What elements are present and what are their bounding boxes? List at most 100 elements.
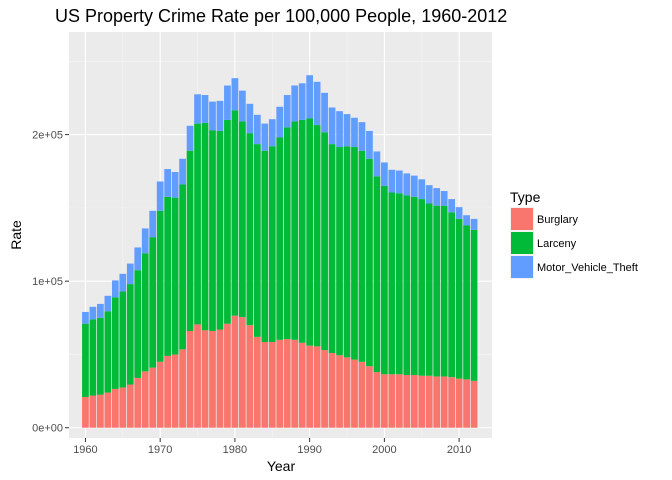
bar-larceny-1973	[179, 184, 186, 350]
bar-motor-vehicle-theft-1985	[268, 119, 276, 147]
bar-larceny-1985	[268, 146, 276, 342]
y-tick-label: 2e+05	[32, 130, 63, 142]
bar-larceny-1963	[104, 311, 112, 393]
y-tick-label: 0e+00	[32, 423, 63, 435]
bar-burglary-1966	[126, 384, 134, 428]
bar-larceny-1991	[313, 125, 321, 347]
legend-label: Burglary	[537, 214, 578, 226]
bar-larceny-1998	[366, 158, 373, 367]
bar-burglary-1965	[119, 387, 127, 428]
bar-burglary-1992	[321, 350, 328, 428]
bar-burglary-2001	[388, 374, 396, 428]
bar-larceny-1988	[291, 121, 299, 340]
legend-label: Larceny	[537, 238, 577, 250]
bar-larceny-2009	[448, 212, 456, 378]
bar-motor-vehicle-theft-1960	[82, 311, 89, 324]
bar-burglary-1993	[328, 352, 336, 428]
bar-burglary-2002	[395, 374, 403, 428]
bar-larceny-1979	[224, 119, 231, 324]
bar-motor-vehicle-theft-2004	[410, 175, 418, 197]
bar-motor-vehicle-theft-1997	[358, 122, 366, 151]
bar-burglary-2000	[381, 374, 388, 428]
y-axis-title: Rate	[8, 220, 24, 250]
bar-larceny-1982	[246, 133, 254, 326]
bar-motor-vehicle-theft-2007	[433, 188, 441, 206]
bar-larceny-1983	[253, 144, 261, 337]
bar-motor-vehicle-theft-1971	[164, 169, 172, 197]
bar-motor-vehicle-theft-2009	[448, 199, 456, 213]
bar-burglary-1962	[97, 394, 104, 428]
legend-swatch-larceny	[511, 232, 533, 254]
x-tick-label: 2010	[447, 444, 471, 456]
legend-swatch-burglary	[511, 208, 533, 230]
bar-burglary-1971	[164, 355, 172, 428]
bar-motor-vehicle-theft-1999	[373, 151, 381, 177]
bar-motor-vehicle-theft-1989	[298, 83, 306, 120]
bar-larceny-2005	[418, 199, 426, 376]
bar-larceny-1987	[283, 127, 291, 340]
bar-larceny-1974	[186, 150, 194, 332]
bar-motor-vehicle-theft-2010	[455, 207, 463, 219]
legend-items: Burglary Larceny Motor_Vehicle_Theft	[510, 207, 638, 279]
bar-burglary-1982	[246, 325, 254, 428]
bar-burglary-1967	[134, 377, 142, 428]
bar-burglary-1975	[194, 324, 201, 428]
bar-burglary-1994	[336, 355, 343, 428]
bar-burglary-1998	[366, 366, 373, 428]
bar-larceny-1997	[358, 150, 366, 362]
bar-larceny-1992	[321, 132, 328, 351]
bar-larceny-1975	[194, 123, 201, 325]
x-tick-label: 1960	[73, 444, 97, 456]
x-tick-label: 2000	[372, 444, 396, 456]
bar-larceny-2004	[410, 196, 418, 375]
bar-burglary-1997	[358, 361, 366, 428]
bar-larceny-2011	[463, 225, 470, 380]
bar-larceny-1999	[373, 176, 381, 373]
bar-motor-vehicle-theft-2003	[403, 173, 411, 196]
bar-motor-vehicle-theft-1981	[239, 90, 246, 122]
bar-motor-vehicle-theft-1998	[366, 130, 373, 159]
bar-burglary-1970	[156, 361, 164, 428]
bar-motor-vehicle-theft-1978	[216, 100, 224, 131]
bar-burglary-1960	[82, 396, 89, 428]
bar-burglary-1969	[149, 367, 157, 428]
bar-larceny-1993	[328, 144, 336, 353]
bar-burglary-2003	[403, 374, 411, 428]
bar-larceny-1968	[141, 253, 149, 372]
bar-burglary-2008	[440, 376, 448, 428]
bar-larceny-1986	[276, 137, 284, 340]
bar-motor-vehicle-theft-1967	[134, 247, 142, 271]
bar-larceny-1989	[298, 119, 306, 343]
bar-burglary-1977	[209, 331, 216, 428]
bar-larceny-1965	[119, 291, 127, 388]
bar-motor-vehicle-theft-1990	[306, 75, 314, 119]
x-tick-label: 1980	[223, 444, 247, 456]
bar-burglary-1979	[224, 323, 231, 428]
bar-burglary-1963	[104, 392, 112, 428]
bar-larceny-1990	[306, 118, 314, 346]
bar-larceny-2000	[381, 185, 388, 375]
bar-burglary-1964	[111, 388, 119, 428]
bar-larceny-1962	[97, 317, 104, 395]
bar-motor-vehicle-theft-1962	[97, 303, 104, 318]
bar-motor-vehicle-theft-1976	[201, 95, 209, 123]
bar-motor-vehicle-theft-1987	[283, 95, 291, 128]
bar-burglary-1989	[298, 342, 306, 428]
bar-burglary-2011	[463, 379, 470, 428]
legend: Type Burglary Larceny Motor_Vehicle_Theft	[510, 189, 638, 279]
bar-motor-vehicle-theft-2006	[425, 185, 433, 204]
bar-burglary-1972	[171, 354, 179, 428]
bar-burglary-1974	[186, 331, 194, 428]
bar-motor-vehicle-theft-1977	[209, 101, 216, 131]
bar-burglary-2010	[455, 378, 463, 428]
bar-burglary-1981	[239, 317, 246, 428]
y-tick-label: 1e+05	[32, 276, 63, 288]
legend-label: Motor_Vehicle_Theft	[537, 262, 638, 274]
bar-burglary-1999	[373, 372, 381, 428]
bar-motor-vehicle-theft-1970	[156, 181, 164, 211]
legend-swatch-motor-vehicle-theft	[511, 256, 533, 278]
bar-larceny-1995	[343, 146, 351, 358]
bar-burglary-2012	[470, 380, 478, 428]
